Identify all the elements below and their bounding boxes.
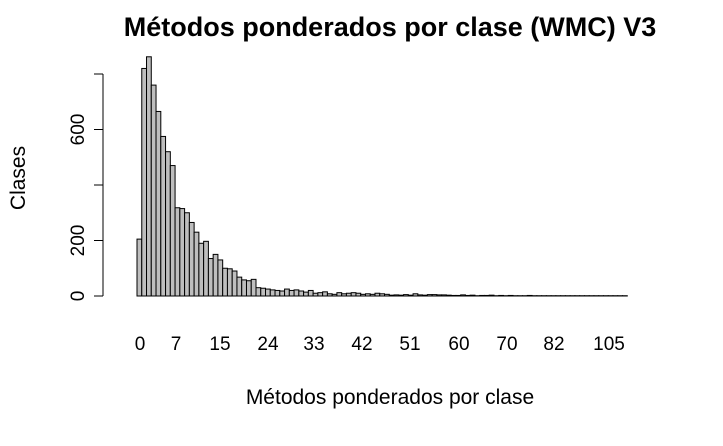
histogram-bar <box>155 110 162 297</box>
histogram-bar <box>431 294 438 297</box>
x-tick-labels: 0 7 15 24 33 42 51 60 70 82 105 <box>135 334 625 355</box>
histogram-bar <box>265 288 271 297</box>
histogram-bar <box>464 294 471 297</box>
chart-title: Métodos ponderados por clase (WMC) V3 <box>123 12 657 42</box>
histogram-bar <box>441 294 447 297</box>
histogram-bar <box>374 292 381 297</box>
histogram-bar <box>360 293 366 297</box>
histogram-bar <box>488 294 495 297</box>
x-tick-label: 82 <box>543 334 564 355</box>
histogram-bar <box>245 280 252 297</box>
histogram-bar <box>364 293 371 297</box>
histogram-bar <box>398 294 405 297</box>
histogram-bar <box>393 294 400 297</box>
histogram-bar <box>469 294 476 297</box>
histogram-bar <box>174 207 181 297</box>
histogram-bar <box>250 278 257 297</box>
histogram-bar <box>279 290 286 297</box>
x-tick-label: 15 <box>209 334 230 355</box>
x-tick-label: 24 <box>257 334 279 355</box>
histogram-bar <box>212 253 219 297</box>
histogram-bar <box>455 294 462 297</box>
histogram-bar <box>460 294 466 297</box>
histogram-bar <box>336 292 343 297</box>
histogram-bar <box>388 294 395 297</box>
histogram-bar <box>322 291 328 297</box>
histogram-bar <box>326 293 333 297</box>
x-tick-label: 7 <box>171 334 182 355</box>
x-tick-label: 60 <box>448 334 469 355</box>
histogram-bar <box>384 293 390 297</box>
histogram-bar <box>307 289 314 297</box>
y-tick-label: 200 <box>68 225 89 257</box>
y-axis: 0 200 600 <box>68 73 104 302</box>
histogram-bar <box>217 259 224 297</box>
histogram-bar <box>236 276 243 297</box>
x-tick-label: 51 <box>399 334 420 355</box>
histogram-bar <box>136 238 143 297</box>
histogram-bar <box>184 212 190 297</box>
histogram-bar <box>179 208 186 297</box>
histogram-bar <box>303 291 309 297</box>
histogram-bar <box>507 294 514 297</box>
histogram-bar <box>369 293 376 297</box>
histogram-bar <box>426 294 433 297</box>
histogram-bar <box>317 292 324 297</box>
histogram-bar <box>150 84 157 297</box>
histogram-bar <box>222 267 228 297</box>
y-tick-label: 600 <box>68 114 89 146</box>
histogram-bar <box>284 288 290 297</box>
histogram-bar <box>288 289 295 297</box>
histogram-bar <box>274 289 281 297</box>
histogram-bar <box>188 221 195 297</box>
histogram-bar <box>412 293 419 297</box>
histogram-bar <box>165 151 171 297</box>
histogram-bar <box>350 292 357 297</box>
histogram-bar <box>203 240 209 297</box>
histogram-bar <box>379 293 386 297</box>
x-tick-label: 105 <box>593 334 625 355</box>
histogram-bar <box>498 294 505 297</box>
x-axis-label: Métodos ponderados por clase <box>245 386 535 409</box>
x-tick-label: 42 <box>351 334 372 355</box>
x-tick-label: 0 <box>135 334 146 355</box>
histogram-bar <box>436 294 443 297</box>
histogram-bar <box>160 135 167 297</box>
histogram-bar <box>255 287 262 297</box>
bars-group <box>136 56 628 297</box>
histogram-bar <box>345 292 352 297</box>
histogram-bar <box>355 292 362 297</box>
histogram-bar <box>226 268 233 297</box>
histogram-bar <box>526 294 533 297</box>
histogram-bar <box>312 292 319 297</box>
histogram-bar <box>331 293 338 297</box>
histogram-bar <box>269 289 276 297</box>
x-tick-label: 33 <box>303 334 324 355</box>
histogram-bar <box>298 290 305 297</box>
histogram-bar <box>146 56 152 297</box>
histogram-bar <box>445 294 452 297</box>
x-tick-label: 70 <box>496 334 517 355</box>
histogram-bar <box>483 294 490 297</box>
histogram-bar <box>403 294 409 297</box>
histogram-bar <box>407 294 414 297</box>
histogram-bar <box>198 242 205 297</box>
histogram-bar <box>293 289 300 297</box>
histogram-bar <box>450 294 457 297</box>
histogram-bar <box>479 294 485 297</box>
histogram-bar <box>241 279 247 297</box>
histogram-bar <box>417 294 424 297</box>
histogram-bar <box>231 270 238 297</box>
histogram-bar <box>422 294 428 297</box>
y-tick-label: 0 <box>68 291 89 302</box>
histogram-bar <box>260 287 267 297</box>
histogram-bar <box>141 67 148 297</box>
histogram-bar <box>193 231 200 297</box>
histogram-bar <box>169 165 176 297</box>
histogram-bar <box>341 293 347 297</box>
histogram-bar <box>207 258 214 297</box>
